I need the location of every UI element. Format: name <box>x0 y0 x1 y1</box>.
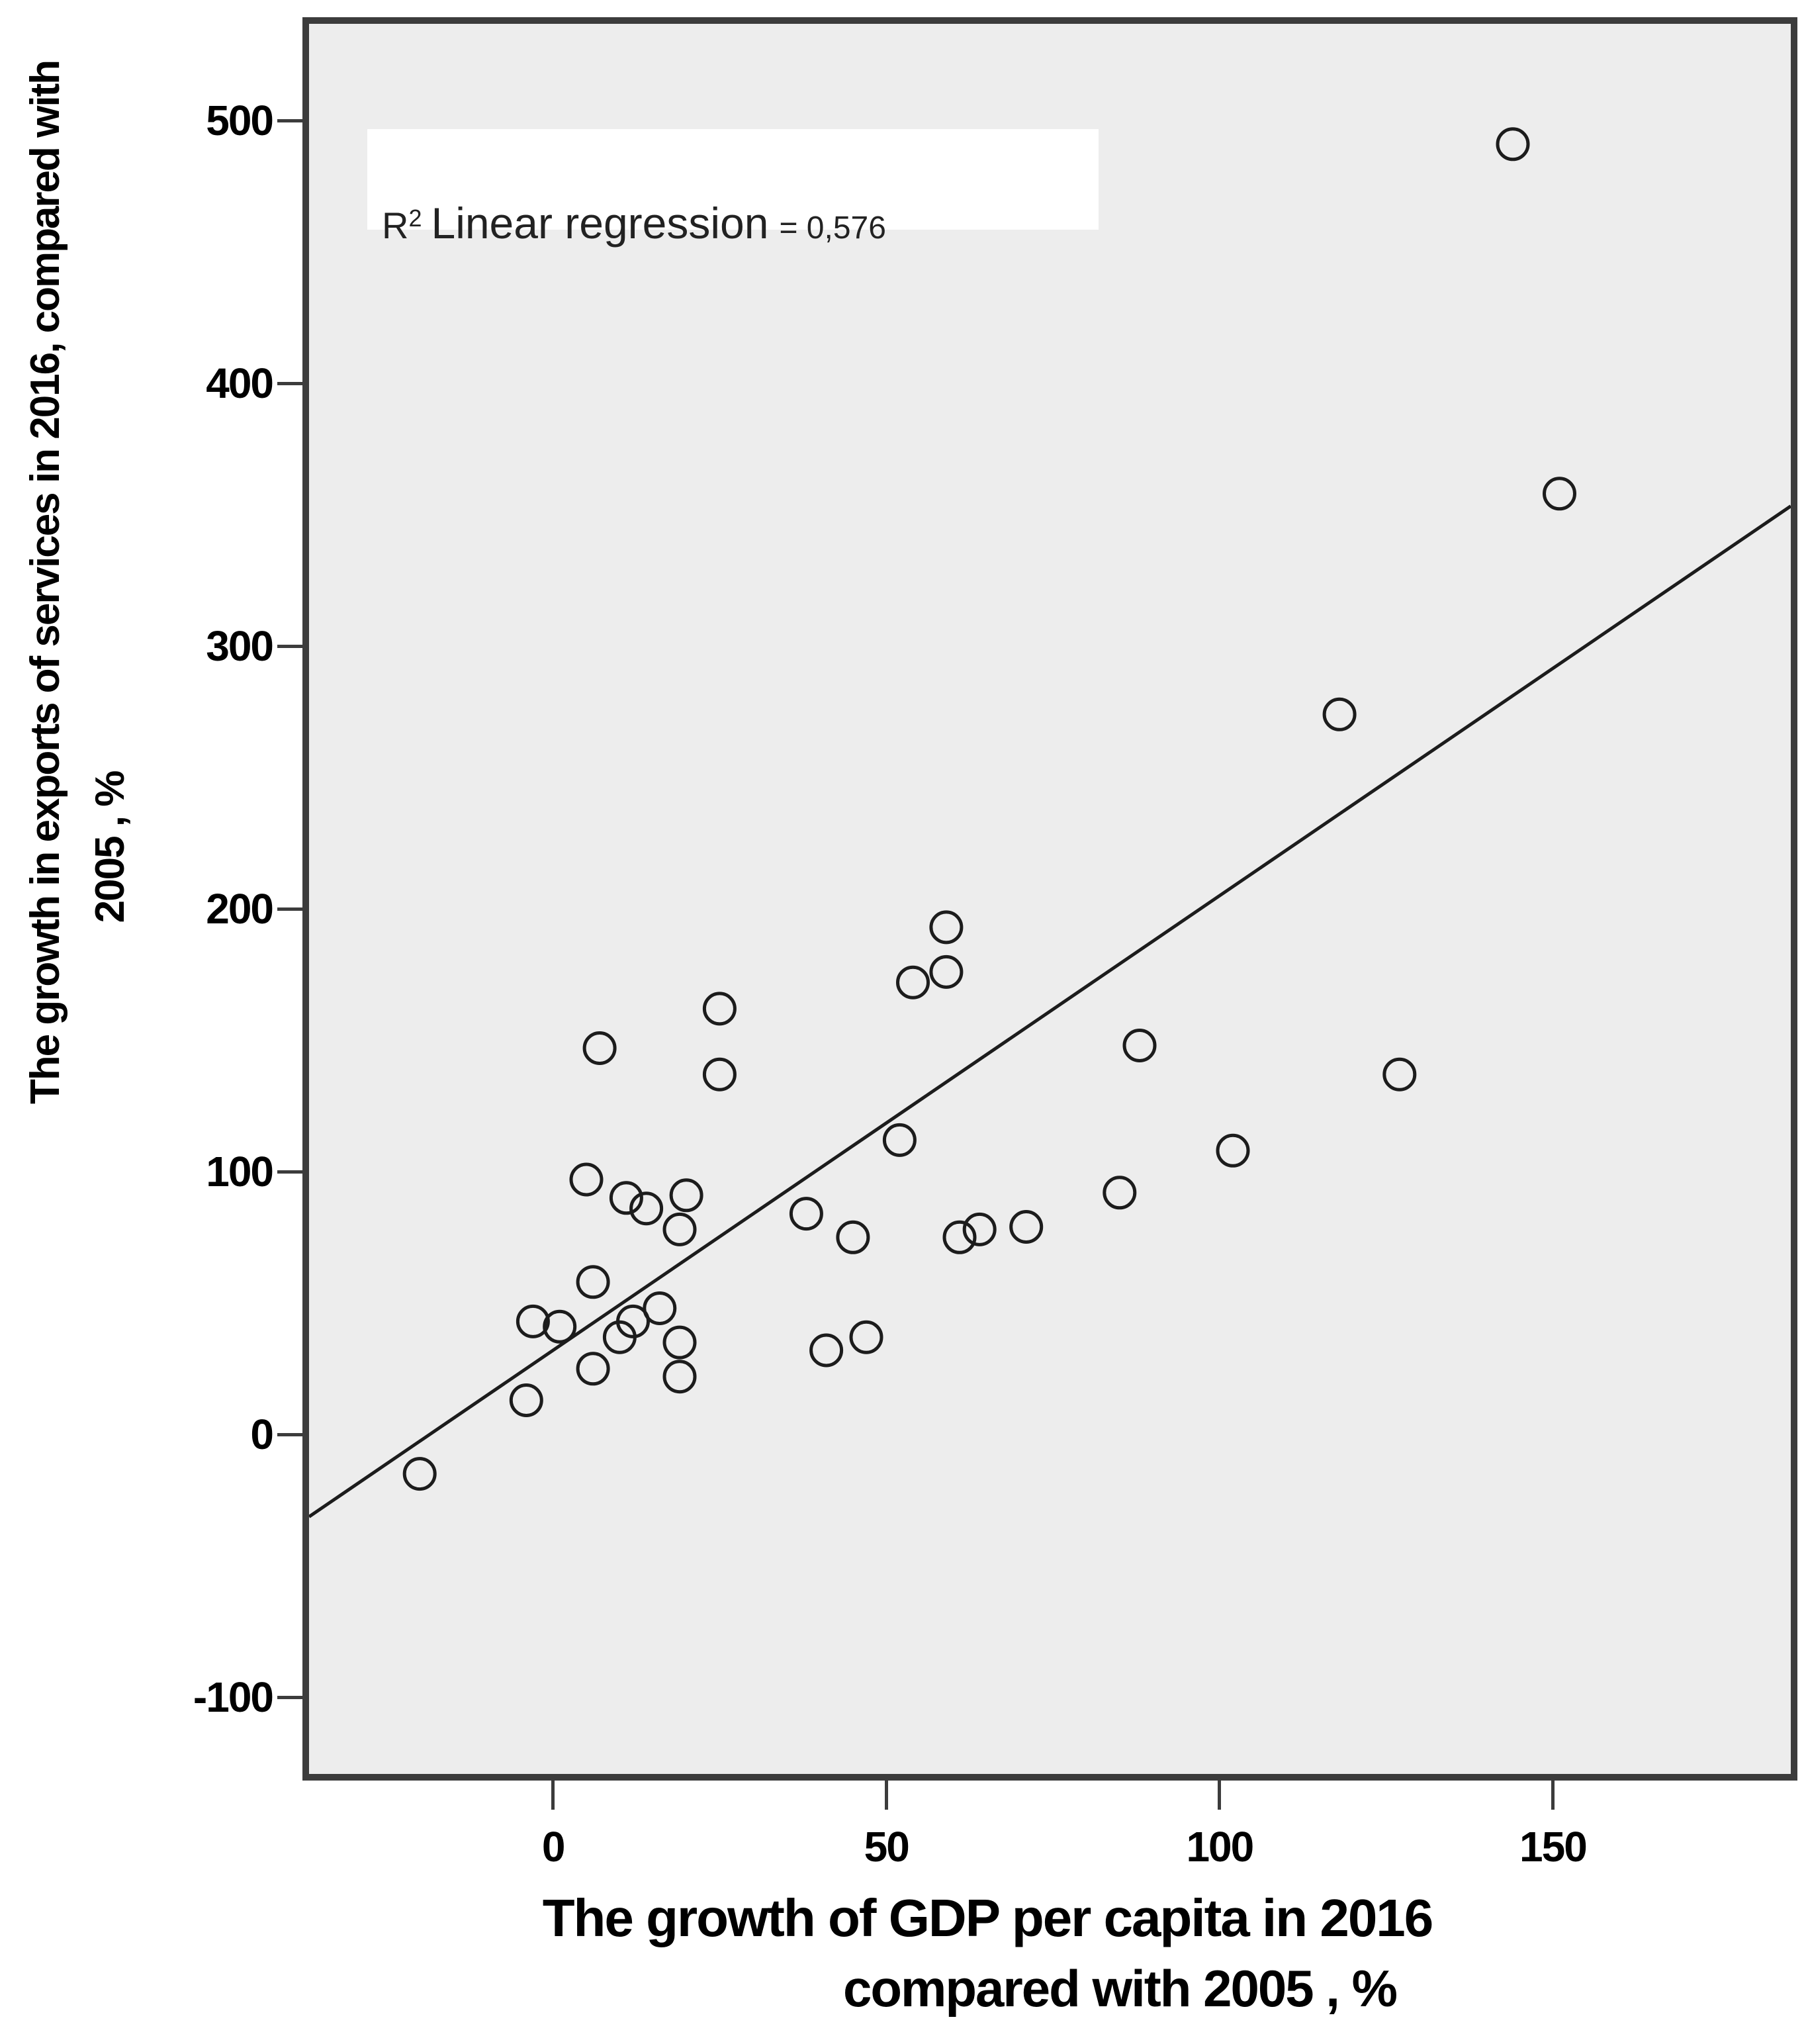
x-tick-mark <box>551 1781 555 1810</box>
data-point <box>582 1031 617 1065</box>
data-point <box>1322 697 1357 731</box>
data-point <box>1122 1029 1157 1062</box>
data-point <box>402 1457 437 1491</box>
y-tick-mark <box>277 1695 302 1699</box>
chart-canvas <box>309 127 1791 1518</box>
x-tick-label: 0 <box>541 1823 566 1871</box>
regression-annotation: R2 Linear regression = 0,576 <box>367 129 1099 248</box>
y-tick-label: 400 <box>206 359 274 408</box>
data-point <box>509 1383 543 1417</box>
r-squared-symbol: R <box>382 205 409 246</box>
data-point <box>942 1220 977 1254</box>
data-point <box>602 1320 637 1354</box>
data-point <box>543 1309 577 1344</box>
plot-area <box>302 17 1797 1781</box>
data-point <box>896 965 930 999</box>
x-axis-title-line1: The growth of GDP per capita in 2016 <box>542 1888 1434 1947</box>
y-tick-mark <box>277 1170 302 1174</box>
data-point <box>669 1178 703 1213</box>
y-axis-title-line1: The growth in exports of services in 201… <box>23 60 68 1105</box>
data-point <box>1496 127 1530 162</box>
data-point <box>929 910 964 945</box>
regression-label: Linear regression <box>431 199 769 248</box>
data-point <box>789 1197 823 1231</box>
x-axis-title: The growth of GDP per capita in 2016 com… <box>309 1883 1666 2023</box>
data-point <box>836 1220 870 1254</box>
data-point <box>629 1191 664 1226</box>
data-point <box>849 1320 883 1354</box>
x-tick-mark <box>1551 1781 1555 1810</box>
x-tick-label: 100 <box>1186 1823 1254 1871</box>
x-axis-title-line2: compared with 2005 , % <box>843 1959 1398 2018</box>
y-tick-mark <box>277 907 302 911</box>
data-point <box>662 1325 697 1360</box>
data-point <box>882 1123 917 1157</box>
y-tick-label: 300 <box>206 622 274 671</box>
data-point <box>1009 1210 1044 1244</box>
y-tick-label: 500 <box>206 97 274 145</box>
data-point <box>643 1291 677 1325</box>
y-tick-mark <box>277 644 302 648</box>
y-tick-mark <box>277 1432 302 1436</box>
r-squared-value: = 0,576 <box>779 210 886 246</box>
data-point <box>516 1304 550 1338</box>
data-point <box>1103 1176 1137 1210</box>
x-tick-mark <box>1218 1781 1222 1810</box>
data-point <box>569 1162 604 1197</box>
r-squared-superscript: 2 <box>408 205 422 232</box>
data-point <box>702 1057 737 1092</box>
data-point <box>1543 477 1576 511</box>
data-point <box>576 1265 610 1299</box>
y-tick-label: 100 <box>206 1148 274 1196</box>
data-point <box>662 1212 697 1246</box>
data-point <box>809 1333 844 1368</box>
data-point <box>702 992 737 1026</box>
x-tick-label: 150 <box>1519 1823 1588 1871</box>
data-point <box>662 1360 697 1394</box>
y-tick-mark <box>277 118 302 122</box>
data-point <box>609 1181 643 1215</box>
regression-line <box>309 504 1791 1518</box>
y-tick-label: -100 <box>193 1673 274 1722</box>
data-point <box>929 954 964 989</box>
data-point <box>962 1212 997 1246</box>
y-tick-mark <box>277 381 302 385</box>
x-tick-label: 50 <box>864 1823 910 1871</box>
data-point <box>1216 1133 1250 1168</box>
x-tick-mark <box>884 1781 888 1810</box>
y-tick-label: 0 <box>250 1411 274 1459</box>
y-axis-title: The growth in exports of services in 201… <box>13 0 146 1430</box>
data-point <box>1382 1057 1417 1092</box>
y-tick-label: 200 <box>206 885 274 933</box>
data-point <box>576 1352 610 1386</box>
